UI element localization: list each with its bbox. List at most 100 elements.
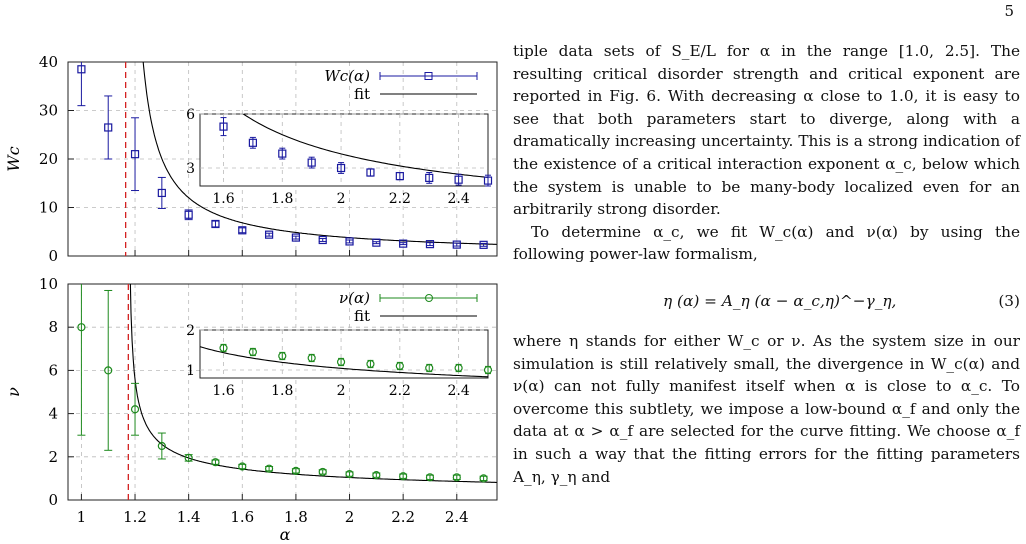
y-tick-label: 0 <box>48 247 58 265</box>
inset-x-tick-label: 1.6 <box>212 383 234 399</box>
y-tick-label: 10 <box>39 199 58 217</box>
legend-marker <box>424 72 433 80</box>
data-point <box>157 441 166 451</box>
x-tick-label: 1.8 <box>284 508 308 526</box>
inset-data-point <box>307 158 316 167</box>
inset-data-point <box>336 163 346 173</box>
inset-data-point <box>483 176 493 185</box>
paragraph-2: To determine α_c, we fit W_c(α) and ν(α)… <box>513 222 1020 264</box>
legend-marker <box>425 294 433 302</box>
fit-curve <box>142 62 497 245</box>
inset-fit-curve <box>242 114 488 178</box>
x-tick-label: 1.4 <box>177 508 201 526</box>
data-point <box>345 469 354 479</box>
inset-data-point <box>425 363 434 373</box>
text-column: tiple data sets of S_E/L for α in the ra… <box>513 40 1020 488</box>
y-tick-label: 2 <box>48 448 58 466</box>
inset-data-point <box>395 172 404 181</box>
data-point <box>452 240 461 249</box>
inset-data-point <box>278 351 287 361</box>
inset-data-point <box>454 175 463 184</box>
inset-x-tick-label: 2.2 <box>389 383 411 399</box>
inset-plot: 1.6 1.8 2 2.2 2.4 1 2 <box>186 323 493 399</box>
legend-label-data: ν(α) <box>339 289 370 307</box>
equation-row: η (α) = A_η (α − α_c,η)^−γ_η, (3) <box>513 278 1020 326</box>
x-tick-label: 2.2 <box>391 508 415 526</box>
data-point <box>77 65 86 74</box>
inset-data-point <box>307 353 316 363</box>
x-tick-label: 1.6 <box>230 508 254 526</box>
x-tick-label: 2.4 <box>445 508 469 526</box>
wc-panel: 0 10 20 30 40 Wc Wc(α)fit 1.6 1.8 2 2.2 2.4 3 6 <box>4 53 498 265</box>
inset-data-point <box>336 357 346 367</box>
data-point <box>399 472 408 481</box>
inset-x-tick-label: 1.6 <box>212 191 234 207</box>
inset-x-tick-label: 2 <box>337 383 346 399</box>
inset-y-tick-label: 6 <box>186 107 195 123</box>
y-axis-label: Wc <box>4 146 23 171</box>
data-point <box>425 473 435 482</box>
y-axis-label: ν <box>4 387 23 397</box>
data-point <box>264 230 274 239</box>
data-point <box>345 237 354 246</box>
data-point <box>130 150 140 159</box>
inset-frame <box>199 329 489 379</box>
inset-data-point <box>425 173 434 182</box>
fit-curve <box>129 284 497 483</box>
data-point <box>211 219 220 229</box>
data-point <box>238 462 247 471</box>
data-point <box>425 240 435 249</box>
data-point <box>104 123 113 132</box>
y-tick-label: 30 <box>39 102 58 120</box>
data-point <box>104 366 113 375</box>
data-point <box>479 240 488 249</box>
x-axis-label: α <box>280 525 291 544</box>
data-point <box>157 188 166 198</box>
data-point <box>184 453 193 462</box>
inset-x-tick-label: 2.2 <box>389 191 411 207</box>
y-tick-label: 4 <box>48 405 58 423</box>
inset-data-point <box>366 359 375 369</box>
data-point <box>291 466 301 475</box>
inset-y-tick-label: 3 <box>186 161 195 177</box>
equation-number: (3) <box>998 291 1020 310</box>
inset-y-tick-label: 1 <box>186 363 195 379</box>
legend-label-fit: fit <box>354 307 370 325</box>
data-point <box>318 235 327 245</box>
y-tick-label: 10 <box>39 275 58 293</box>
inset-data-point <box>366 168 375 177</box>
data-point <box>184 210 193 219</box>
y-tick-label: 20 <box>39 150 58 168</box>
data-point <box>479 474 488 483</box>
x-tick-label: 2 <box>345 508 355 526</box>
equation: η (α) = A_η (α − α_c,η)^−γ_η, <box>663 291 897 310</box>
inset-data-point <box>395 361 404 371</box>
data-point <box>238 226 247 235</box>
inset-data-point <box>278 149 287 158</box>
inset-data-point <box>483 365 493 375</box>
data-point <box>211 458 220 467</box>
x-tick-label: 1.2 <box>123 508 147 526</box>
data-point <box>318 467 327 477</box>
y-tick-label: 0 <box>48 491 58 509</box>
data-point <box>77 323 86 332</box>
inset-data-point <box>219 122 228 131</box>
inset-plot: 1.6 1.8 2 2.2 2.4 3 6 <box>186 107 493 207</box>
inset-data-point <box>248 347 257 357</box>
data-point <box>372 238 381 247</box>
inset-fit-curve <box>200 346 488 378</box>
inset-x-tick-label: 2 <box>337 191 346 207</box>
inset-data-point <box>248 138 257 147</box>
data-point <box>372 471 381 480</box>
inset-x-tick-label: 1.8 <box>271 191 293 207</box>
inset-x-tick-label: 2.4 <box>447 191 469 207</box>
inset-y-tick-label: 2 <box>186 323 195 339</box>
legend-label-data: Wc(α) <box>324 67 370 85</box>
y-tick-label: 8 <box>48 318 58 336</box>
inset-x-tick-label: 2.4 <box>447 383 469 399</box>
data-point <box>291 233 301 242</box>
data-point <box>130 405 140 414</box>
paragraph-3: where η stands for either W_c or ν. As t… <box>513 331 1020 486</box>
